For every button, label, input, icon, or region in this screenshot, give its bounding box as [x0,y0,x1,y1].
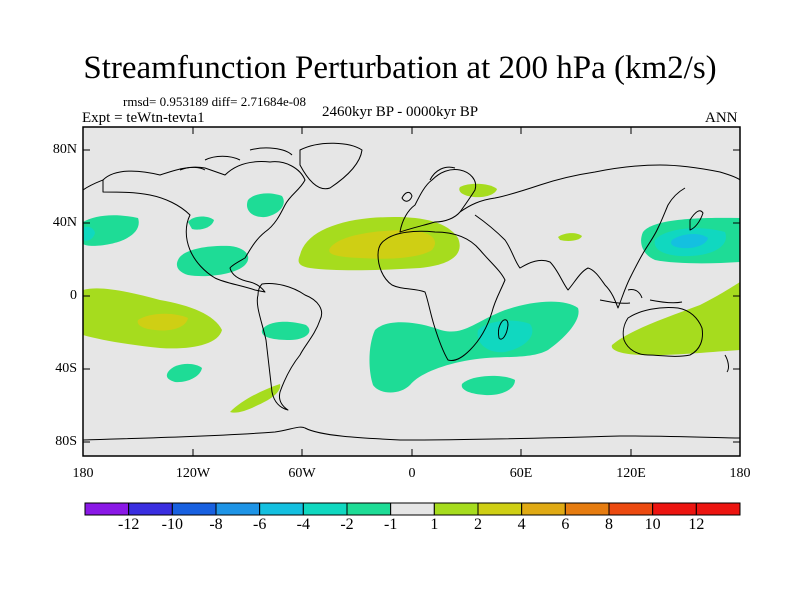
colorbar-label: -4 [296,516,310,533]
experiment-label: Expt = teWtn-tevta1 [82,110,205,126]
lat-label-40n: 40N [52,215,77,230]
lon-label-120e: 120E [616,466,646,481]
colorbar-label: 1 [430,516,439,533]
colorbar-label: -8 [209,516,223,533]
lat-label-80n: 80N [52,142,77,157]
patagonia-positive-region [230,384,281,413]
lon-label-60w: 60W [288,466,316,481]
tick-marks [82,127,741,456]
positive-core-layer [137,230,436,331]
new-zealand-coast [724,354,729,373]
asia-coast [459,164,740,309]
brazil-negative-region [261,321,310,340]
colorbar-label: 12 [688,516,705,533]
colorbar-label: -10 [161,516,183,533]
colorbar-box [346,502,392,516]
north-america-coast [102,161,306,293]
southern-ocean-negative-region [461,375,515,396]
lat-label-80s: 80S [55,434,77,449]
alaska-coast [83,179,104,191]
colorbar-box [302,502,348,516]
rmsd-stats: rmsd= 0.953189 diff= 2.71684e-08 [123,94,307,109]
colorbar-box [521,502,566,516]
colorbar-label: -1 [383,516,398,533]
colorbar-box [608,502,654,516]
colorbar-box [564,502,610,516]
colorbar-label: 6 [561,516,570,533]
east-pacific-core [83,226,95,241]
lon-label-180e: 180 [729,466,751,481]
period-label: 2460kyr BP - 0000kyr BP [322,104,479,120]
colorbar-box [477,502,523,516]
india-positive-region [558,233,582,241]
australia-positive-region [611,282,740,356]
lat-label-40s: 40S [55,361,77,376]
mid-atlantic-negative-region [188,216,214,230]
british-isles-coast [401,191,413,202]
europe-coast [399,169,477,233]
colorbar-box [84,502,130,516]
colorbar-box [215,502,261,516]
lon-label-0: 0 [408,466,416,481]
colorbar-label: 8 [605,516,613,533]
season-label: ANN [705,110,738,126]
north-pacific-inner-core [671,234,708,249]
colorbar-box [128,502,173,516]
madagascar-coast [497,319,509,340]
scandinavia-coast [429,166,456,181]
south-america-coast [256,283,323,411]
east-pacific-negative-region [83,215,139,246]
colorbar-box [390,502,435,516]
south-america-negative-region [166,363,202,383]
map-background [83,127,740,456]
map-title: Streamfunction Perturbation at 200 hPa (… [83,50,717,86]
colorbar-label: -2 [340,516,354,533]
colorbar-box [433,502,479,516]
colorbar-label: 10 [644,516,661,533]
north-africa-core [329,230,436,259]
lon-label-60e: 60E [509,466,533,481]
colorbar-label: 4 [517,516,526,533]
africa-coast [377,230,506,361]
south-pacific-core [137,313,188,331]
lat-label-0: 0 [70,288,77,303]
colorbar [84,502,741,516]
indonesia-coast [599,289,683,304]
colorbar-label: 2 [474,516,482,533]
japan-coast [689,210,704,231]
arctic-islands-coast [179,147,293,171]
lon-label-180w: 180 [72,466,94,481]
australia-coast [622,307,703,357]
asia-positive-region [459,183,497,198]
coastlines [83,142,740,441]
antarctica-coast [83,426,740,441]
lon-label-120w: 120W [175,466,211,481]
greenland-coast [299,142,363,190]
colorbar-box [171,502,217,516]
hudson-bay-negative-region [246,193,284,218]
colorbar-box [652,502,697,516]
colorbar-box [259,502,304,516]
colorbar-label: -12 [117,516,140,533]
colorbar-label: -6 [252,516,267,533]
colorbar-box [695,502,741,516]
